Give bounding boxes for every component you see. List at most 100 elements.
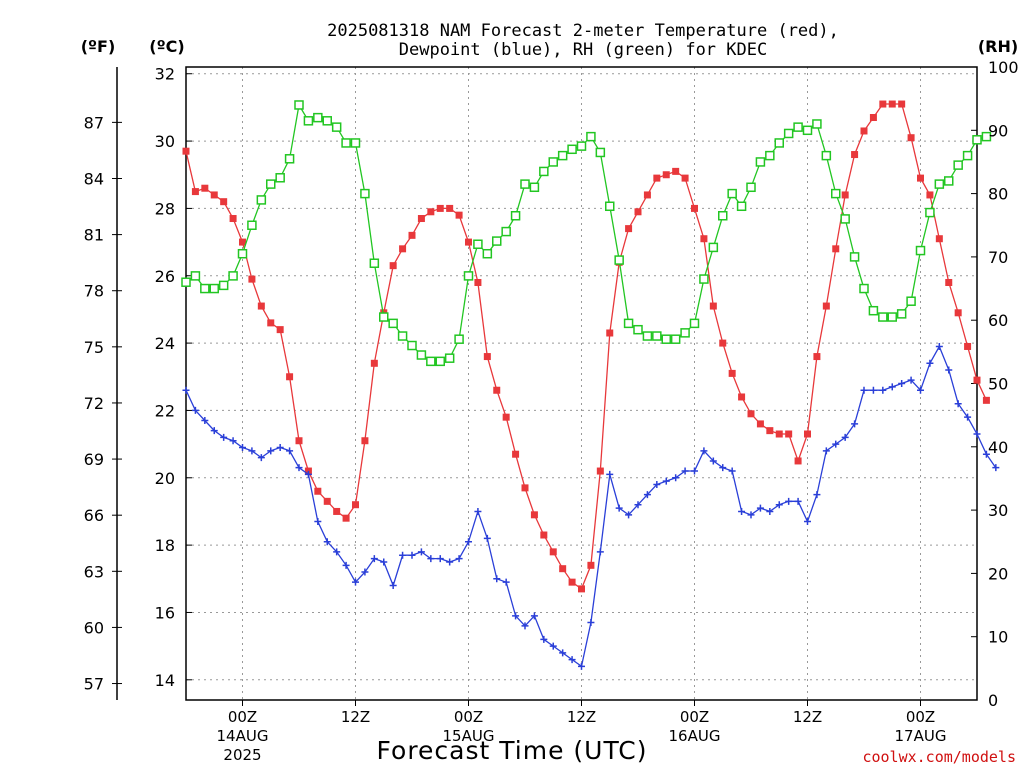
rh-point: [887, 312, 897, 322]
dewpoint-point: [427, 555, 435, 563]
rh-point: [972, 135, 982, 145]
x-tick-date-label: 16AUG: [669, 727, 721, 745]
rh-point: [360, 188, 370, 199]
dewpoint-point: [512, 612, 520, 620]
rh-point: [435, 356, 445, 367]
rh-point: [831, 188, 841, 199]
dewpoint-point: [973, 430, 981, 438]
dewpoint-point: [662, 477, 670, 485]
dewpoint-point: [201, 417, 209, 425]
dewpoint-point: [314, 518, 322, 526]
rh-point: [906, 296, 916, 306]
dewpoint-point: [229, 437, 237, 445]
rh-point: [567, 144, 577, 155]
temperature-point: [917, 174, 924, 182]
rh-point: [218, 280, 229, 291]
rh-point: [802, 125, 813, 136]
dewpoint-point: [709, 457, 717, 465]
dewpoint-point: [691, 467, 698, 475]
celsius-tick-label: 30: [155, 132, 175, 151]
temperature-point: [493, 386, 501, 394]
temperature-point: [530, 511, 538, 519]
rh-point: [397, 331, 408, 341]
dewpoint-point: [257, 454, 265, 462]
temperature-point: [427, 208, 435, 216]
temperature-point: [465, 238, 472, 246]
temperature-point: [869, 114, 877, 122]
x-tick-label: 12Z: [341, 708, 370, 726]
dewpoint-point: [521, 622, 529, 630]
celsius-tick-label: 18: [155, 536, 175, 555]
dewpoint-point: [747, 511, 755, 519]
dewpoint-point: [502, 578, 510, 586]
temperature-point: [832, 245, 840, 253]
rh-point: [548, 157, 558, 167]
rh-point: [746, 182, 756, 193]
dewpoint-point: [446, 558, 454, 566]
temperature-point: [549, 548, 557, 556]
temperature-point: [653, 174, 661, 182]
x-axis-title: Forecast Time (UTC): [377, 736, 648, 765]
rh-point: [388, 318, 398, 329]
temperature-point: [747, 410, 755, 418]
temperature-point: [625, 225, 633, 233]
temperature-point: [954, 309, 962, 317]
dewpoint-point: [681, 467, 689, 475]
plot-frame: [185, 66, 978, 701]
dewpoint-point: [220, 433, 228, 441]
dewpoint-point: [191, 406, 199, 414]
rh-tick-label: 70: [988, 248, 1008, 267]
temperature-point: [738, 393, 746, 401]
rh-point: [689, 318, 700, 329]
dewpoint-point: [785, 497, 793, 505]
temperature-point: [314, 487, 322, 495]
temperature-point: [276, 326, 284, 334]
celsius-tick-label: 28: [155, 199, 175, 218]
chart-title-line-1: 2025081318 NAM Forecast 2-meter Temperat…: [327, 21, 839, 41]
dewpoint-point: [267, 447, 275, 455]
rh-point: [492, 236, 502, 246]
rh-point: [416, 350, 427, 360]
dewpoint-point: [879, 386, 887, 394]
rh-point: [699, 274, 709, 284]
rh-point: [680, 328, 690, 338]
dewpoint-point: [559, 649, 567, 657]
rh-point: [661, 334, 671, 344]
dewpoint-point: [380, 558, 388, 566]
temperature-point: [455, 211, 463, 219]
temperature-point: [417, 215, 425, 223]
dewpoint-point: [982, 450, 990, 458]
temperature-point: [841, 191, 849, 199]
rh-point: [736, 201, 747, 212]
rh-point: [765, 150, 775, 161]
x-tick-label: 00Z: [680, 708, 709, 726]
celsius-tick-label: 26: [155, 267, 175, 286]
rh-tick-label: 60: [988, 311, 1008, 330]
temperature-point: [672, 167, 680, 175]
fahrenheit-tick-label: 57: [84, 675, 104, 694]
dewpoint-point: [945, 366, 953, 374]
rh-point: [576, 141, 587, 151]
fahrenheit-tick-label: 87: [84, 113, 104, 132]
x-tick-year-label: 2025: [223, 746, 261, 764]
rh-tick-label: 50: [988, 375, 1008, 394]
fahrenheit-tick-label: 66: [84, 506, 104, 525]
celsius-tick-label: 20: [155, 469, 175, 488]
celsius-tick-label: 24: [155, 334, 175, 353]
temperature-point: [474, 278, 482, 286]
temperature-point: [964, 342, 972, 350]
temperature-point: [578, 585, 585, 593]
temperature-point: [239, 238, 246, 246]
temperature-point: [295, 437, 303, 445]
dewpoint-point: [568, 656, 576, 664]
dewpoint-point: [615, 504, 623, 512]
temperature-point: [860, 127, 868, 135]
dewpoint-point: [370, 555, 378, 563]
rh-tick-label: 10: [988, 628, 1008, 647]
celsius-tick-label: 14: [155, 671, 175, 690]
rh-point: [426, 356, 436, 367]
dewpoint-point: [530, 612, 538, 620]
fahrenheit-tick-label: 84: [84, 169, 104, 188]
x-tick-date-label: 15AUG: [443, 727, 495, 745]
